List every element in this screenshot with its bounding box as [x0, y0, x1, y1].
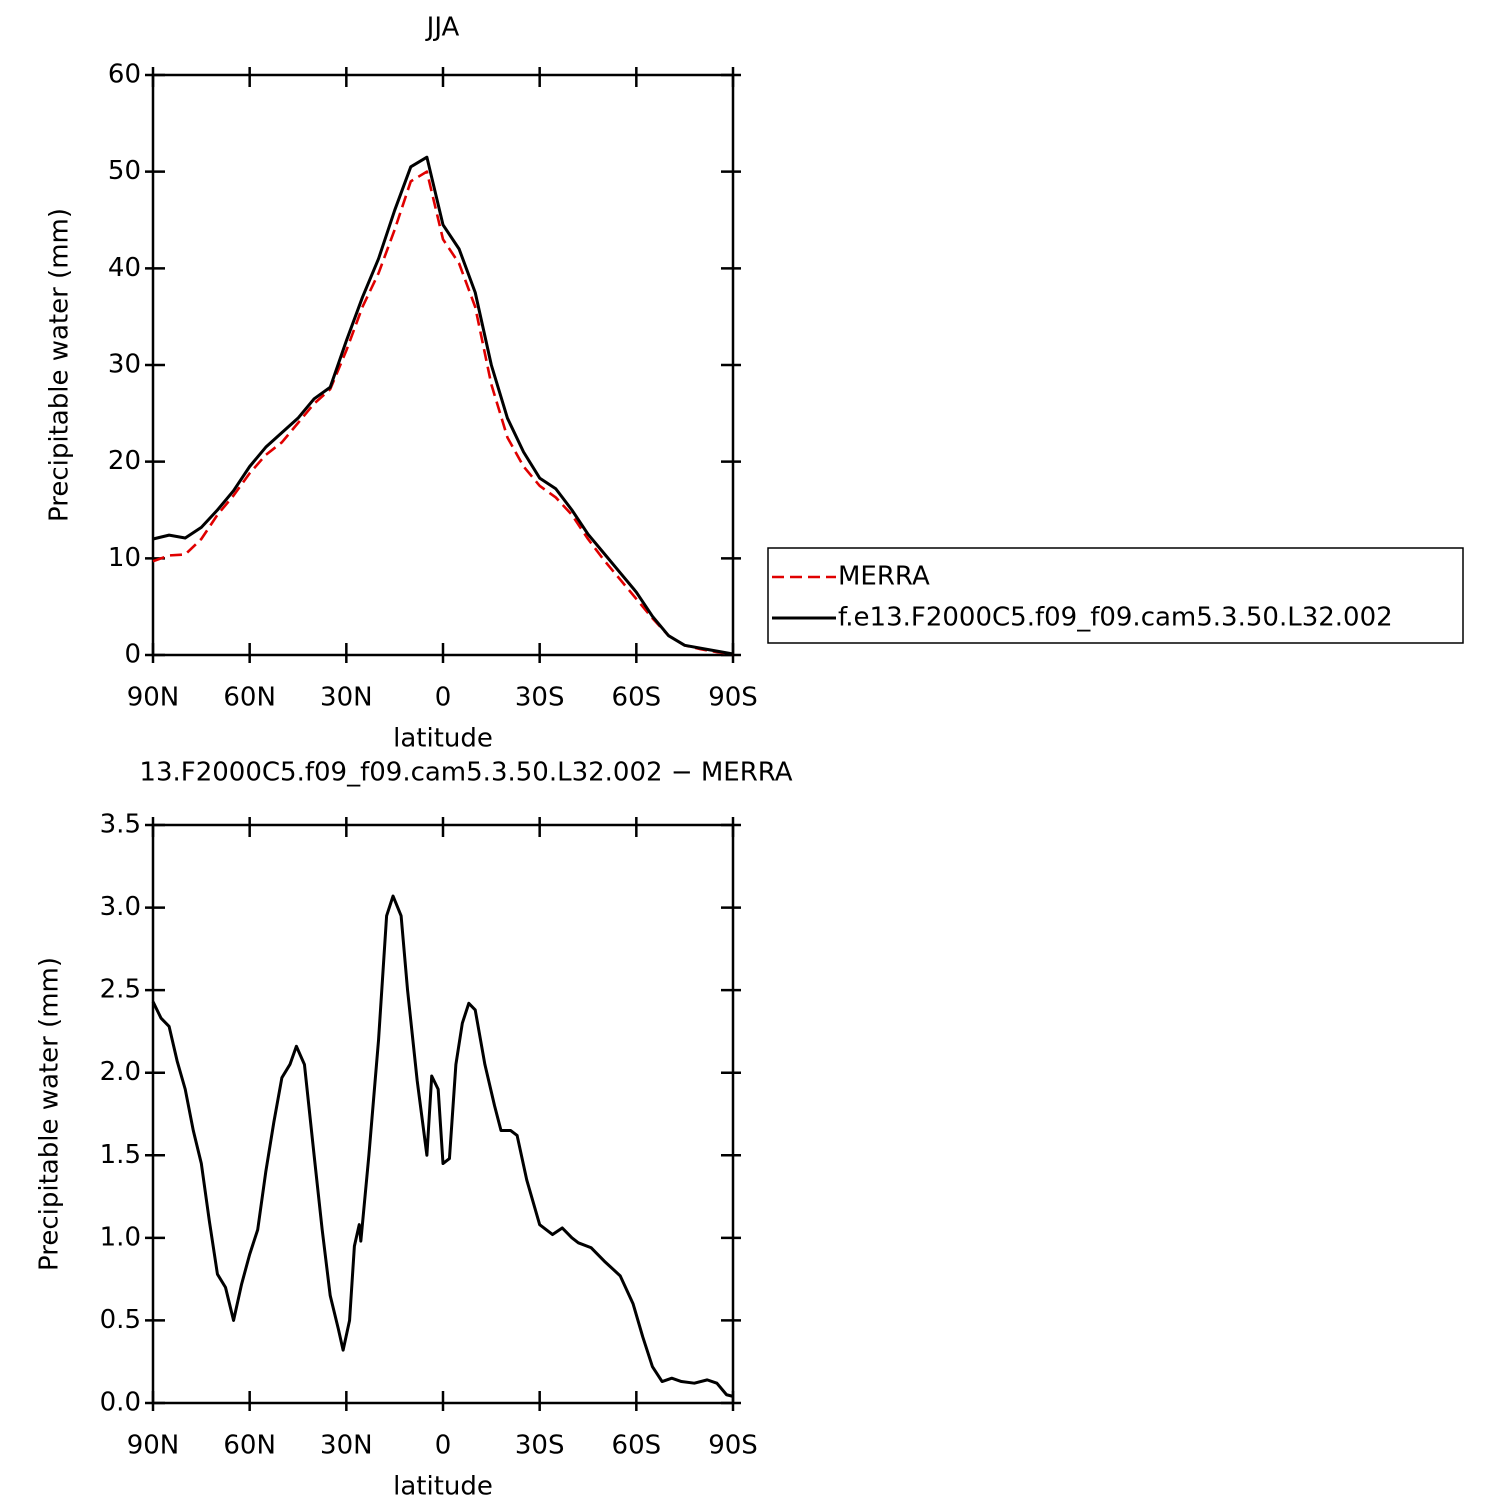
- x-tick-label: 60N: [223, 683, 276, 713]
- x-tick-label: 90N: [127, 1431, 180, 1461]
- x-tick-label: 60S: [612, 1431, 662, 1461]
- data-line: [152, 155, 734, 656]
- data-line: [151, 894, 734, 1398]
- x-tick-label: 30S: [515, 1431, 565, 1461]
- x-tick-label: 30N: [320, 683, 373, 713]
- legend-label: f.e13.F2000C5.f09_f09.cam5.3.50.L32.002: [838, 603, 1393, 633]
- legend-box: [767, 547, 1464, 644]
- y-tick-label: 10: [108, 543, 141, 573]
- y-tick-label: 0.5: [100, 1305, 141, 1335]
- x-tick-label: 30N: [320, 1431, 373, 1461]
- y-tick-label: 60: [108, 60, 141, 90]
- plot-frame: [151, 73, 735, 657]
- chart-title: 13.F2000C5.f09_f09.cam5.3.50.L32.002 − M…: [139, 758, 792, 788]
- y-axis-label: Precipitable water (mm): [45, 208, 75, 522]
- y-tick-label: 0.0: [100, 1388, 141, 1418]
- x-tick-label: 60N: [223, 1431, 276, 1461]
- y-tick-label: 50: [108, 156, 141, 186]
- plot-frame: [151, 823, 735, 1405]
- y-tick-label: 2.0: [100, 1057, 141, 1087]
- x-tick-label: 0: [435, 683, 452, 713]
- x-axis-label: latitude: [393, 724, 493, 754]
- y-tick-label: 30: [108, 350, 141, 380]
- y-tick-label: 0: [124, 640, 141, 670]
- x-tick-label: 90S: [708, 1431, 758, 1461]
- y-tick-label: 1.5: [100, 1140, 141, 1170]
- y-tick-label: 3.0: [100, 892, 141, 922]
- chart-title: JJA: [425, 13, 460, 43]
- legend-label: MERRA: [838, 562, 930, 592]
- x-tick-label: 30S: [515, 683, 565, 713]
- x-axis-label: latitude: [393, 1472, 493, 1502]
- y-axis-label: Precipitable water (mm): [35, 957, 65, 1271]
- y-tick-label: 3.5: [100, 810, 141, 840]
- x-tick-label: 90N: [127, 683, 180, 713]
- x-tick-label: 90S: [708, 683, 758, 713]
- y-tick-label: 1.0: [100, 1222, 141, 1252]
- y-tick-label: 20: [108, 446, 141, 476]
- x-tick-label: 60S: [612, 683, 662, 713]
- x-tick-label: 0: [435, 1431, 452, 1461]
- y-tick-label: 2.5: [100, 975, 141, 1005]
- y-tick-label: 40: [108, 253, 141, 283]
- data-line: [152, 170, 734, 656]
